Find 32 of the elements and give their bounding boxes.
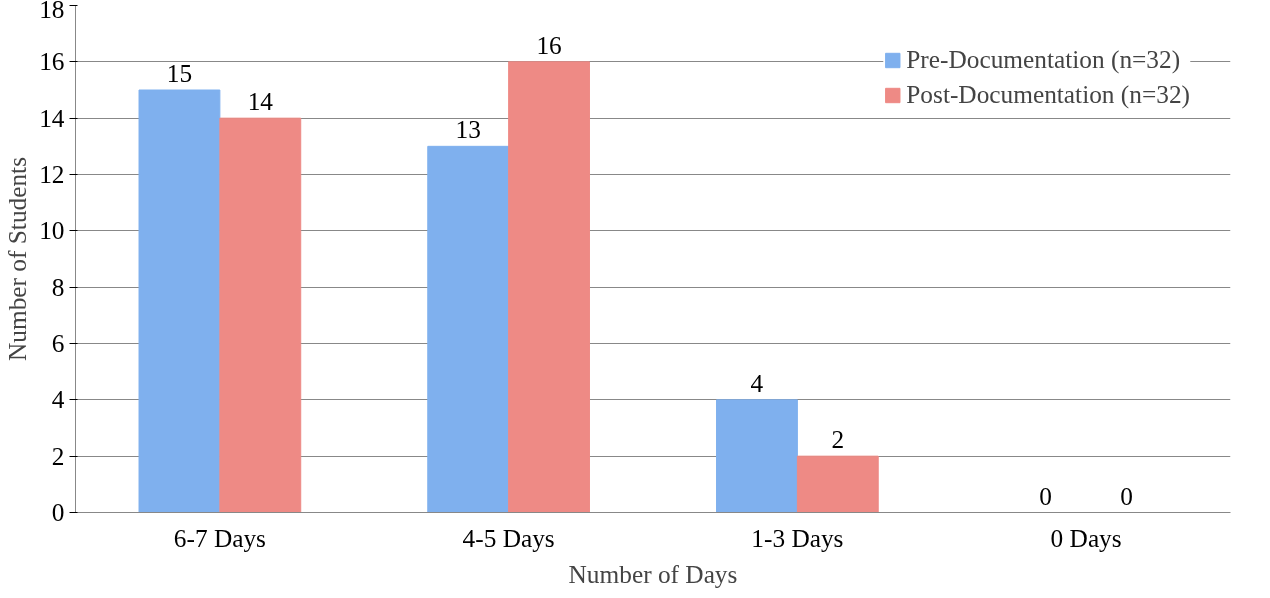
- data-label: 0: [1120, 481, 1133, 510]
- x-tick-label: 0 Days: [1050, 523, 1122, 552]
- x-tick-label: 6-7 Days: [173, 523, 266, 552]
- y-tick-label: 0: [51, 498, 65, 526]
- data-label: 15: [166, 59, 193, 87]
- y-tick-label: 6: [51, 329, 65, 357]
- x-tick-label: 1-3 Days: [751, 523, 844, 552]
- y-tick-label: 12: [39, 160, 65, 188]
- y-tick-label: 8: [51, 272, 65, 301]
- bar: [427, 145, 510, 513]
- y-tick-label: 4: [51, 385, 65, 414]
- y-tick-label: 16: [39, 47, 65, 76]
- data-label: 4: [750, 368, 764, 397]
- data-label: 13: [455, 115, 481, 144]
- legend-label: Pre-Documentation (n=32): [906, 45, 1181, 74]
- data-label: 16: [536, 30, 562, 59]
- bar: [796, 455, 879, 513]
- x-tick-label: 4-5 Days: [462, 523, 555, 552]
- y-tick-label: 2: [51, 441, 65, 470]
- y-tick-label: 18: [39, 0, 65, 23]
- bar: [219, 117, 302, 513]
- y-tick-label: 14: [39, 103, 65, 132]
- legend-label: Post-Documentation (n=32): [906, 80, 1190, 109]
- bar: [508, 61, 590, 513]
- data-label: 0: [1039, 481, 1053, 510]
- x-axis-title: Number of Days: [568, 559, 738, 588]
- data-label: 2: [831, 425, 845, 454]
- bar: [138, 89, 221, 513]
- y-axis-title: Number of Students: [3, 156, 32, 362]
- data-label: 14: [247, 87, 274, 116]
- y-tick-label: 10: [39, 216, 65, 245]
- bar: [716, 399, 798, 513]
